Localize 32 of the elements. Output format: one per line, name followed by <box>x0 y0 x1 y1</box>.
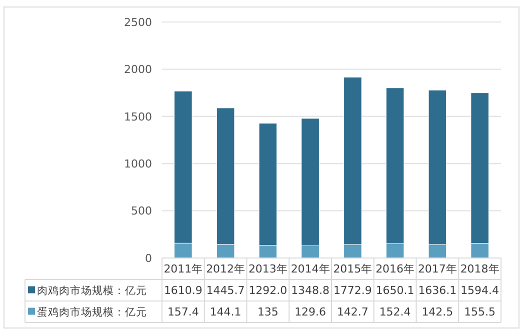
data-label: 142.5 <box>422 306 454 319</box>
data-label: 142.7 <box>336 306 368 319</box>
y-tick-label: 500 <box>131 204 152 218</box>
data-label: 1610.9 <box>164 284 202 298</box>
x-tick-label: 2013年 <box>248 262 288 276</box>
legend-label: 蛋鸡肉市场规模：亿元 <box>37 305 147 318</box>
data-label: 1650.1 <box>376 284 414 298</box>
data-label: 144.1 <box>210 306 242 319</box>
y-tick-label: 1000 <box>124 157 152 170</box>
x-tick-label: 2014年 <box>290 262 330 276</box>
legend-label: 肉鸡肉市场规模：亿元 <box>37 284 147 297</box>
y-tick-label: 0 <box>145 252 152 265</box>
x-tick-label: 2018年 <box>460 262 500 276</box>
x-tick-label: 2016年 <box>376 262 415 276</box>
data-label: 157.4 <box>167 306 199 319</box>
y-tick-label: 2000 <box>124 63 152 76</box>
data-label: 152.4 <box>379 306 411 319</box>
data-label: 1348.8 <box>291 284 330 298</box>
data-label: 1445.7 <box>206 284 245 298</box>
data-label: 1636.1 <box>418 284 457 298</box>
y-tick-label: 1500 <box>124 110 152 124</box>
data-label: 1594.4 <box>460 284 500 298</box>
x-tick-label: 2012年 <box>206 262 246 276</box>
x-tick-label: 2011年 <box>164 262 203 276</box>
data-label: 1292.0 <box>248 284 288 298</box>
data-label: 155.5 <box>464 306 496 319</box>
x-tick-label: 2017年 <box>418 262 457 276</box>
y-tick-label: 2500 <box>124 16 152 29</box>
x-tick-label: 2015年 <box>333 262 372 276</box>
data-label: 135 <box>257 306 278 319</box>
data-label: 129.6 <box>294 306 326 319</box>
data-label: 1772.9 <box>333 284 372 298</box>
